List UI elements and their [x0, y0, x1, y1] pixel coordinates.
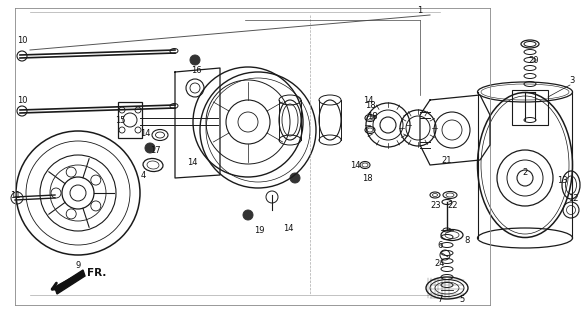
- Text: 4: 4: [141, 171, 146, 180]
- Text: 2: 2: [522, 167, 527, 177]
- Text: 18: 18: [362, 173, 372, 182]
- Text: 24: 24: [435, 260, 445, 268]
- Text: 10: 10: [16, 95, 27, 105]
- Circle shape: [145, 143, 155, 153]
- Circle shape: [190, 55, 200, 65]
- Text: 21: 21: [442, 156, 452, 164]
- Text: 11: 11: [10, 190, 20, 199]
- Text: 15: 15: [115, 116, 125, 124]
- Text: 14: 14: [363, 95, 373, 105]
- Text: 14: 14: [283, 223, 293, 233]
- Text: 18: 18: [365, 100, 375, 109]
- Text: 18: 18: [367, 111, 377, 121]
- Text: 5: 5: [459, 295, 465, 305]
- Text: 22: 22: [447, 201, 458, 210]
- Text: 12: 12: [568, 194, 578, 203]
- Circle shape: [243, 210, 253, 220]
- Text: 8: 8: [465, 236, 470, 244]
- Text: 6: 6: [437, 241, 443, 250]
- Text: 17: 17: [150, 146, 161, 155]
- Text: 16: 16: [191, 66, 201, 75]
- Text: 14: 14: [187, 157, 197, 166]
- Text: 23: 23: [430, 201, 442, 210]
- Text: 19: 19: [254, 226, 264, 235]
- Bar: [512, 90, 548, 125]
- Bar: [118, 102, 142, 138]
- Text: 9: 9: [75, 260, 81, 269]
- Text: FR.: FR.: [87, 268, 106, 278]
- Text: 7: 7: [437, 295, 443, 305]
- Polygon shape: [55, 270, 85, 294]
- Text: 1: 1: [417, 5, 423, 14]
- Text: 14: 14: [350, 161, 360, 170]
- Text: 10: 10: [16, 36, 27, 44]
- Circle shape: [290, 173, 300, 183]
- Text: 13: 13: [557, 175, 567, 185]
- Text: 3: 3: [569, 76, 574, 84]
- Text: 14: 14: [140, 129, 151, 138]
- Text: 20: 20: [529, 55, 539, 65]
